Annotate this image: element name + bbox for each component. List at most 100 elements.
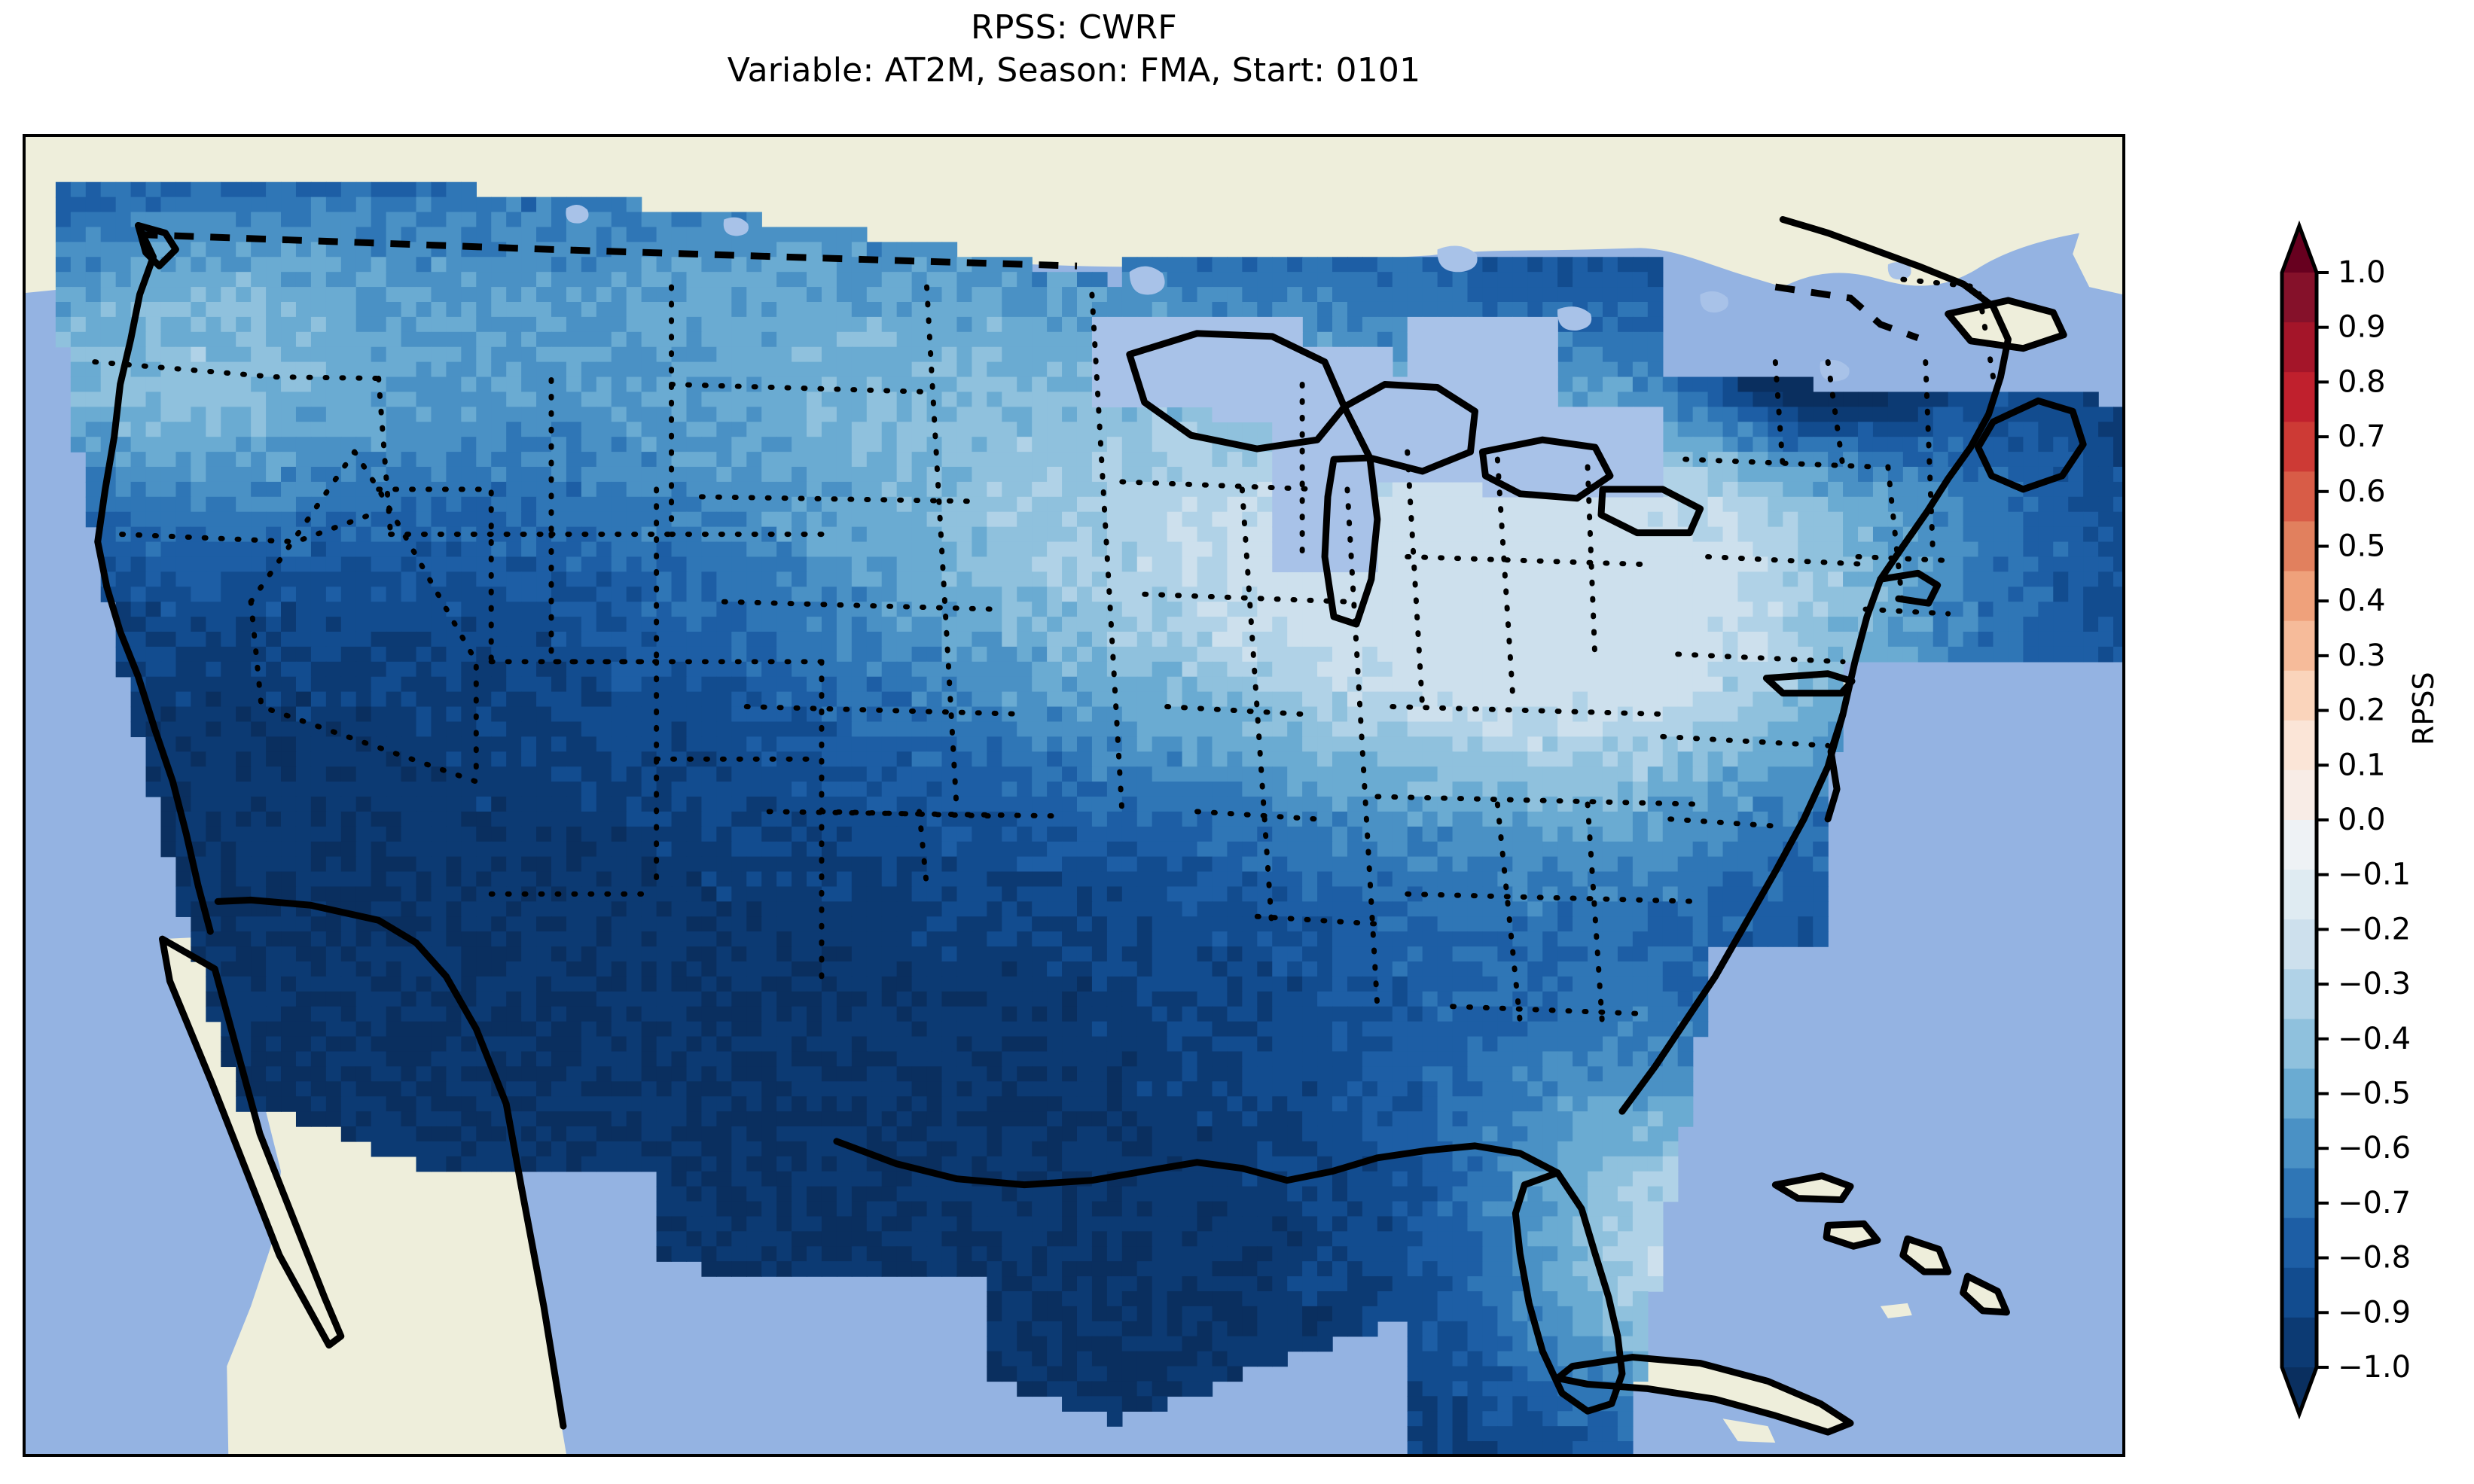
coastline-6	[1877, 280, 2012, 583]
state-border-38	[1374, 794, 1696, 807]
state-border-28	[1194, 809, 1320, 822]
state-border-27	[1164, 704, 1305, 717]
colorbar: 1.0 0.9 0.8 0.7 0.6 0.5 0.4 0.3 0.2 0.1 0.0 −0.1 −0.…	[2282, 226, 2411, 1414]
coastline-14	[1771, 1172, 1854, 1204]
colorbar-tick-label: 0.4	[2338, 584, 2386, 618]
state-border-48	[1772, 359, 1786, 470]
colorbar-segment	[2282, 1217, 2317, 1269]
land-newfoundland-sw	[1948, 300, 2064, 349]
state-border-8	[388, 376, 554, 538]
colorbar-svg: 1.0 0.9 0.8 0.7 0.6 0.5 0.4 0.3 0.2 0.1 0.0 −0.1 −0.…	[2282, 226, 2411, 1414]
colorbar-tick-label: 0.5	[2338, 529, 2386, 564]
colorbar-tick-label: 0.2	[2338, 693, 2386, 728]
colorbar-segment	[2282, 571, 2317, 622]
colorbar-tick-label: −0.8	[2338, 1241, 2411, 1275]
coastline-9	[1762, 670, 1856, 697]
land-baja	[162, 937, 341, 1345]
colorbar-axis-label: RPSS	[2407, 672, 2440, 745]
colorbar-segment	[2282, 273, 2317, 323]
colorbar-segment	[2282, 1118, 2317, 1169]
decorative-lake-0	[1129, 266, 1165, 295]
state-border-51	[1862, 606, 1951, 617]
state-border-29	[1254, 913, 1380, 927]
coastline-10	[1824, 711, 1847, 823]
state-border-5	[248, 599, 479, 785]
colorbar-segment	[2282, 1317, 2317, 1368]
colorbar-tick-label: −0.5	[2338, 1077, 2411, 1111]
state-border-55	[819, 809, 997, 819]
state-borders	[92, 276, 1996, 1032]
colorbar-tick-label: 0.1	[2338, 748, 2386, 782]
colorbar-segment	[2282, 1019, 2317, 1070]
coastline-17	[1960, 1272, 2010, 1316]
coastline-12	[1975, 397, 2087, 493]
international-borders	[138, 230, 1920, 341]
state-border-46	[1682, 456, 1876, 470]
state-border-49	[1825, 359, 1846, 470]
coastline-0	[94, 221, 214, 935]
colorbar-tick-label: 0.0	[2338, 803, 2386, 837]
coastline-23	[1597, 486, 1704, 537]
colorbar-tick-label: 0.9	[2338, 310, 2386, 345]
map-canvas	[26, 137, 2122, 1454]
state-border-47	[1705, 553, 1868, 567]
colorbar-tick-label: 0.6	[2338, 474, 2386, 509]
state-border-45	[1667, 816, 1786, 830]
decorative-lake-2	[1437, 245, 1478, 273]
colorbar-segment	[2282, 620, 2317, 672]
colorbar-segment	[2282, 471, 2317, 523]
coastline-19	[1126, 330, 1348, 453]
coastline-18	[135, 221, 179, 270]
state-border-36	[1405, 553, 1643, 567]
coastline-7	[1779, 216, 1967, 288]
decorative-lake-6	[1887, 262, 1911, 280]
colorbar-extend-max	[2282, 226, 2317, 273]
coastline-11	[1554, 1354, 1854, 1436]
land-bahamas-4	[1963, 1276, 2007, 1312]
title-line-details: Variable: AT2M, Season: FMA, Start: 0101	[727, 51, 1421, 90]
coastline-13	[1945, 297, 2067, 352]
coastline-15	[1823, 1220, 1881, 1250]
title-line-metric: RPSS: CWRF	[971, 8, 1177, 47]
rpss-grid-layer	[55, 181, 2122, 1454]
colorbar-tick-label: −0.9	[2338, 1295, 2411, 1330]
page-title: RPSS: CWRF Variable: AT2M, Season: FMA, …	[0, 6, 2148, 92]
colorbar-segment	[2282, 870, 2317, 920]
state-border-23	[924, 284, 959, 815]
state-border-1	[119, 509, 382, 545]
state-border-25	[1119, 479, 1320, 492]
colorbar-segment	[2282, 769, 2317, 821]
state-border-37	[1390, 704, 1666, 717]
colorbar-tick-label: −0.3	[2338, 967, 2411, 1001]
colorbar-tick-label: 1.0	[2338, 255, 2386, 290]
state-border-20	[721, 599, 997, 612]
state-border-22	[766, 809, 1065, 819]
colorbar-segment	[2282, 820, 2317, 870]
state-border-40	[1450, 1004, 1651, 1017]
decorative-lake-3	[1557, 306, 1592, 331]
coastline-20	[1341, 381, 1478, 475]
state-border-31	[1344, 486, 1380, 1010]
colorbar-segment	[2282, 322, 2317, 373]
colorbar-segment	[2282, 1068, 2317, 1120]
state-border-19	[698, 494, 975, 504]
state-border-43	[1675, 651, 1846, 665]
state-border-21	[743, 704, 1027, 717]
colorbar-segment	[2282, 1168, 2317, 1219]
state-border-34	[1494, 456, 1515, 695]
colorbar-tick-label: −0.6	[2338, 1131, 2411, 1166]
colorbar-segment	[2282, 720, 2317, 771]
decorative-lake-4	[1700, 291, 1728, 313]
state-border-3	[248, 449, 358, 605]
colorbar-tick-label: −1.0	[2338, 1350, 2411, 1385]
coastline-2	[214, 896, 567, 1430]
coastline-21	[1321, 454, 1381, 628]
colorbar-segment	[2282, 521, 2317, 572]
state-border-0	[92, 359, 382, 382]
colorbar-tick-label: 0.8	[2338, 364, 2386, 399]
state-border-26	[1142, 591, 1350, 605]
coastline-5	[1618, 575, 1884, 1115]
colorbar-segment	[2282, 919, 2317, 970]
state-border-39	[1405, 891, 1704, 904]
state-border-24	[1089, 291, 1125, 815]
